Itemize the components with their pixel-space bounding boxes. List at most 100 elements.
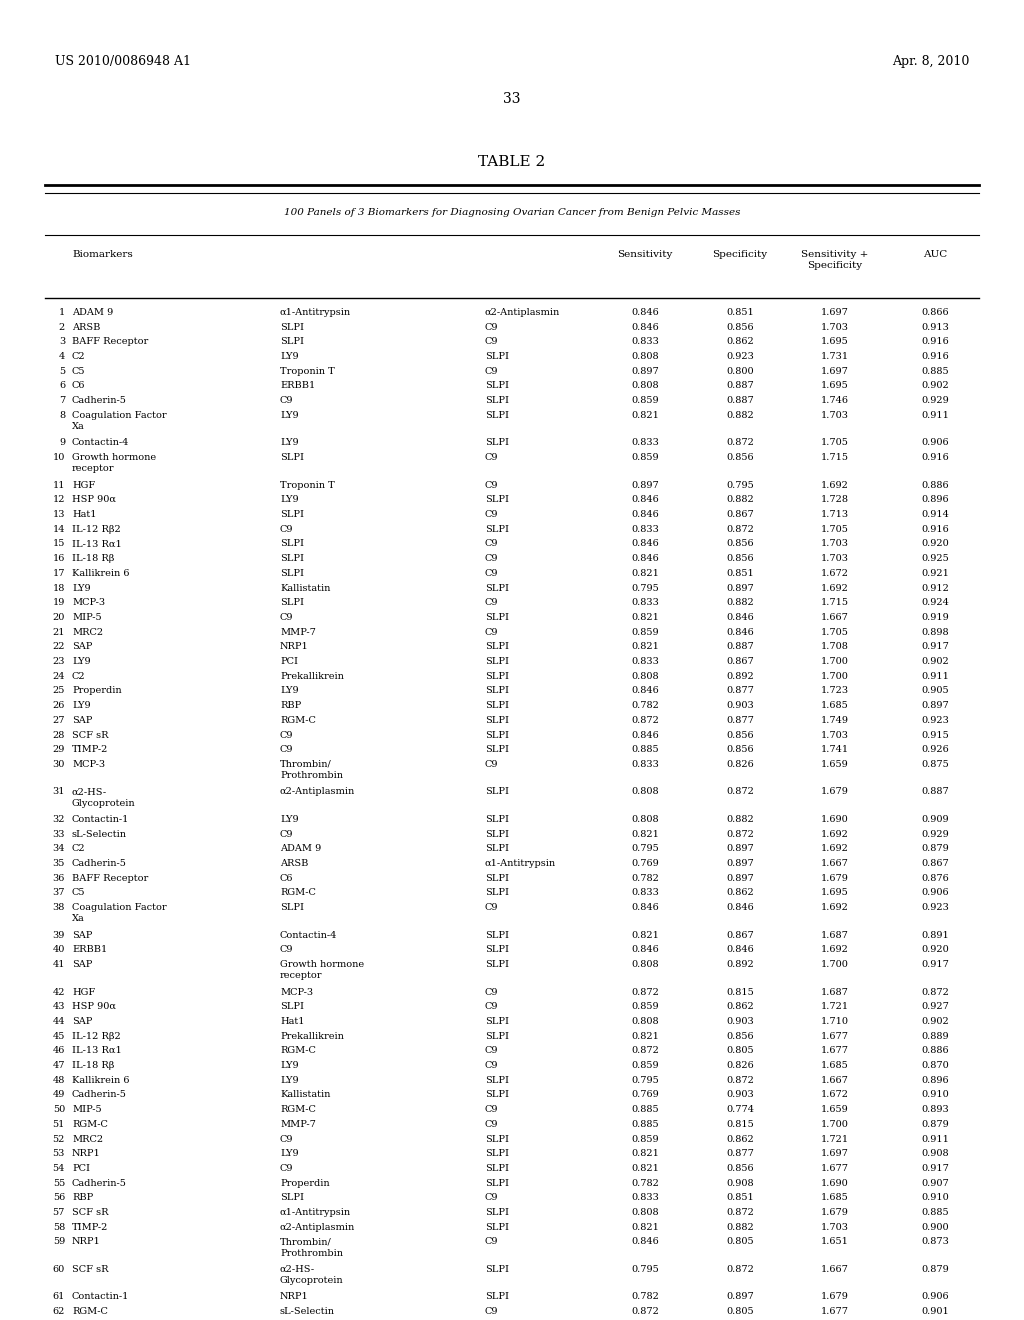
Text: RGM-C: RGM-C: [280, 715, 315, 725]
Text: 7: 7: [58, 396, 65, 405]
Text: 14: 14: [52, 525, 65, 533]
Text: 0.872: 0.872: [726, 525, 754, 533]
Text: 0.919: 0.919: [922, 612, 949, 622]
Text: 0.821: 0.821: [631, 569, 658, 578]
Text: C2: C2: [72, 352, 86, 362]
Text: 16: 16: [52, 554, 65, 564]
Text: 0.846: 0.846: [726, 612, 754, 622]
Text: 0.929: 0.929: [922, 829, 949, 838]
Text: 0.920: 0.920: [922, 540, 949, 548]
Text: 54: 54: [52, 1164, 65, 1173]
Text: 1.672: 1.672: [821, 1090, 849, 1100]
Text: 1.746: 1.746: [821, 396, 849, 405]
Text: IL-12 Rβ2: IL-12 Rβ2: [72, 525, 121, 533]
Text: sL-Selectin: sL-Selectin: [280, 1307, 335, 1316]
Text: Biomarkers: Biomarkers: [72, 249, 133, 259]
Text: SAP: SAP: [72, 643, 92, 651]
Text: IL-18 Rβ: IL-18 Rβ: [72, 554, 115, 564]
Text: SLPI: SLPI: [485, 788, 509, 796]
Text: SLPI: SLPI: [485, 657, 509, 667]
Text: SLPI: SLPI: [280, 453, 304, 462]
Text: 34: 34: [52, 845, 65, 853]
Text: 0.889: 0.889: [922, 1032, 949, 1040]
Text: C9: C9: [485, 1061, 499, 1071]
Text: 0.805: 0.805: [726, 1047, 754, 1055]
Text: 1.721: 1.721: [821, 1134, 849, 1143]
Text: C9: C9: [485, 598, 499, 607]
Text: 0.872: 0.872: [726, 1265, 754, 1274]
Text: SLPI: SLPI: [485, 1222, 509, 1232]
Text: 1.677: 1.677: [821, 1164, 849, 1173]
Text: 0.923: 0.923: [921, 715, 949, 725]
Text: 0.898: 0.898: [922, 627, 949, 636]
Text: SLPI: SLPI: [485, 715, 509, 725]
Text: 0.902: 0.902: [922, 1016, 949, 1026]
Text: 0.846: 0.846: [726, 627, 754, 636]
Text: 0.897: 0.897: [726, 1292, 754, 1302]
Text: 0.808: 0.808: [631, 788, 658, 796]
Text: 1.723: 1.723: [821, 686, 849, 696]
Text: RGM-C: RGM-C: [280, 1047, 315, 1055]
Text: SLPI: SLPI: [485, 381, 509, 391]
Text: C9: C9: [485, 987, 499, 997]
Text: 0.876: 0.876: [922, 874, 949, 883]
Text: SLPI: SLPI: [485, 686, 509, 696]
Text: MIP-5: MIP-5: [72, 612, 101, 622]
Text: 0.851: 0.851: [726, 308, 754, 317]
Text: 0.908: 0.908: [726, 1179, 754, 1188]
Text: SLPI: SLPI: [485, 1076, 509, 1085]
Text: 0.917: 0.917: [921, 643, 949, 651]
Text: 0.846: 0.846: [631, 1237, 658, 1246]
Text: 1.697: 1.697: [821, 308, 849, 317]
Text: C9: C9: [485, 1237, 499, 1246]
Text: SAP: SAP: [72, 960, 92, 969]
Text: SLPI: SLPI: [485, 1164, 509, 1173]
Text: 40: 40: [52, 945, 65, 954]
Text: 0.859: 0.859: [631, 1134, 658, 1143]
Text: C9: C9: [485, 453, 499, 462]
Text: 0.808: 0.808: [631, 1208, 658, 1217]
Text: LY9: LY9: [72, 701, 91, 710]
Text: 0.903: 0.903: [726, 701, 754, 710]
Text: 30: 30: [52, 760, 65, 770]
Text: SLPI: SLPI: [280, 510, 304, 519]
Text: 1.672: 1.672: [821, 569, 849, 578]
Text: SCF sR: SCF sR: [72, 1208, 109, 1217]
Text: 1.695: 1.695: [821, 338, 849, 346]
Text: 0.925: 0.925: [922, 554, 949, 564]
Text: C5: C5: [72, 888, 85, 898]
Text: IL-13 Rα1: IL-13 Rα1: [72, 540, 122, 548]
Text: 1.667: 1.667: [821, 859, 849, 869]
Text: NRP1: NRP1: [280, 1292, 309, 1302]
Text: Prekallikrein: Prekallikrein: [280, 1032, 344, 1040]
Text: 1.703: 1.703: [821, 322, 849, 331]
Text: 0.906: 0.906: [922, 1292, 949, 1302]
Text: SLPI: SLPI: [485, 1265, 509, 1274]
Text: 0.905: 0.905: [922, 686, 949, 696]
Text: SLPI: SLPI: [485, 945, 509, 954]
Text: NRP1: NRP1: [72, 1150, 100, 1158]
Text: 0.927: 0.927: [921, 1002, 949, 1011]
Text: 1.700: 1.700: [821, 657, 849, 667]
Text: 0.846: 0.846: [631, 730, 658, 739]
Text: C9: C9: [485, 554, 499, 564]
Text: 1.703: 1.703: [821, 1222, 849, 1232]
Text: SAP: SAP: [72, 931, 92, 940]
Text: 62: 62: [52, 1307, 65, 1316]
Text: C6: C6: [72, 381, 85, 391]
Text: 0.795: 0.795: [631, 845, 658, 853]
Text: 38: 38: [52, 903, 65, 912]
Text: 1.705: 1.705: [821, 627, 849, 636]
Text: PCI: PCI: [72, 1164, 90, 1173]
Text: 1.690: 1.690: [821, 1179, 849, 1188]
Text: 1.679: 1.679: [821, 1292, 849, 1302]
Text: 0.897: 0.897: [726, 583, 754, 593]
Text: 0.897: 0.897: [726, 874, 754, 883]
Text: Properdin: Properdin: [280, 1179, 330, 1188]
Text: SLPI: SLPI: [485, 643, 509, 651]
Text: C9: C9: [280, 1164, 294, 1173]
Text: 1.679: 1.679: [821, 788, 849, 796]
Text: 1.703: 1.703: [821, 554, 849, 564]
Text: 0.882: 0.882: [726, 495, 754, 504]
Text: 0.805: 0.805: [726, 1237, 754, 1246]
